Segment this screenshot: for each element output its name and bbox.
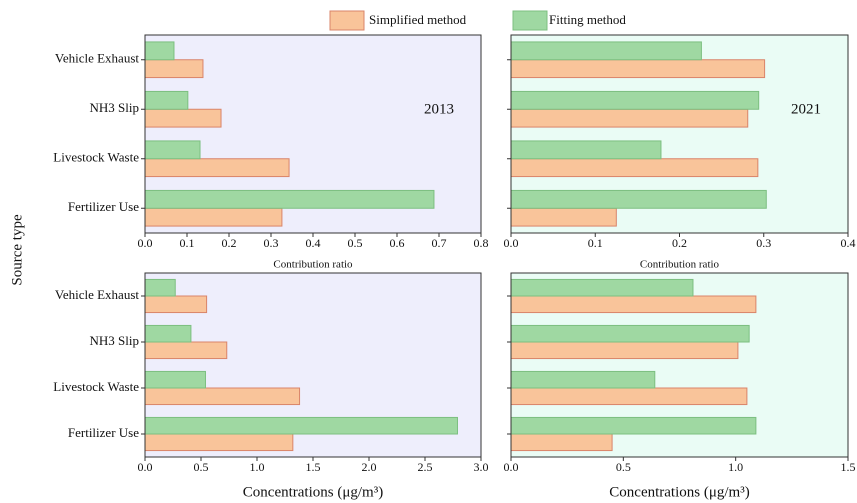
bar — [510, 108, 749, 128]
x-tick-label: 0.7 — [432, 236, 447, 250]
x-tick-label: 0.4 — [841, 236, 856, 250]
bar — [144, 59, 204, 79]
x-tick-label: 0.2 — [222, 236, 237, 250]
bar — [144, 416, 458, 435]
legend-label: Simplified method — [369, 12, 467, 27]
legend-swatch — [329, 10, 365, 31]
x-tick-label: 0.8 — [474, 236, 489, 250]
bar — [144, 140, 201, 160]
bar — [510, 416, 757, 435]
x-tick-label: 2.0 — [362, 460, 377, 474]
x-tick-label: 0.4 — [306, 236, 321, 250]
x-tick-label: 0.3 — [264, 236, 279, 250]
x-axis-label: Concentrations (μg/m³) — [609, 484, 749, 500]
annotation: 2021 — [791, 101, 821, 117]
bar — [510, 295, 757, 314]
x-tick-label: 0.0 — [504, 236, 519, 250]
bar — [510, 140, 662, 160]
bar — [510, 207, 617, 227]
bar — [510, 189, 767, 209]
bar — [144, 158, 290, 178]
bar — [144, 41, 175, 61]
bar — [144, 207, 283, 227]
x-tick-label: 0.5 — [616, 460, 631, 474]
bar — [144, 189, 435, 209]
y-tick-label: Vehicle Exhaust — [55, 287, 140, 302]
x-axis-label: Contribution ratio — [273, 259, 353, 271]
x-tick-label: 1.0 — [728, 460, 743, 474]
bar — [144, 108, 222, 128]
y-tick-label: NH3 Slip — [90, 100, 139, 115]
bar — [144, 295, 208, 314]
x-tick-label: 0.5 — [194, 460, 209, 474]
annotation: 2013 — [424, 101, 454, 117]
bar — [144, 370, 206, 389]
plot-frame — [510, 272, 849, 458]
y-axis-label: Source type — [9, 214, 25, 286]
y-tick-label: Vehicle Exhaust — [55, 51, 140, 66]
plot-frame — [144, 272, 482, 458]
x-tick-label: 0.1 — [180, 236, 195, 250]
bar — [144, 324, 192, 343]
x-tick-label: 1.5 — [306, 460, 321, 474]
x-tick-label: 0.1 — [588, 236, 603, 250]
x-tick-label: 3.0 — [474, 460, 489, 474]
x-tick-label: 0.0 — [504, 460, 519, 474]
bar — [144, 387, 301, 406]
bar — [510, 370, 656, 389]
x-tick-label: 0.6 — [390, 236, 405, 250]
x-tick-label: 2.5 — [418, 460, 433, 474]
bar — [144, 433, 294, 452]
y-tick-label: Livestock Waste — [53, 379, 139, 394]
x-tick-label: 0.0 — [138, 236, 153, 250]
x-tick-label: 1.5 — [841, 460, 856, 474]
bar — [144, 341, 228, 360]
legend-label: Fitting method — [549, 12, 626, 27]
plot-frame — [510, 34, 849, 234]
y-tick-label: Fertilizer Use — [68, 425, 139, 440]
bar — [510, 90, 760, 110]
y-tick-label: Fertilizer Use — [68, 199, 139, 214]
x-tick-label: 1.0 — [250, 460, 265, 474]
plot-frame — [144, 34, 482, 234]
x-axis-label: Contribution ratio — [640, 259, 720, 271]
x-tick-label: 0.5 — [348, 236, 363, 250]
bar — [510, 324, 750, 343]
bar — [510, 41, 702, 61]
y-tick-label: Livestock Waste — [53, 150, 139, 165]
bar — [510, 59, 766, 79]
bar — [510, 278, 694, 297]
bar — [510, 158, 759, 178]
bar — [144, 90, 189, 110]
bar — [510, 341, 739, 360]
bar — [144, 278, 176, 297]
x-tick-label: 0.3 — [756, 236, 771, 250]
bar — [510, 387, 748, 406]
legend-swatch — [512, 10, 548, 31]
bar — [510, 433, 613, 452]
x-tick-label: 0.0 — [138, 460, 153, 474]
x-axis-label: Concentrations (μg/m³) — [243, 484, 383, 500]
x-tick-label: 0.2 — [672, 236, 687, 250]
y-tick-label: NH3 Slip — [90, 333, 139, 348]
